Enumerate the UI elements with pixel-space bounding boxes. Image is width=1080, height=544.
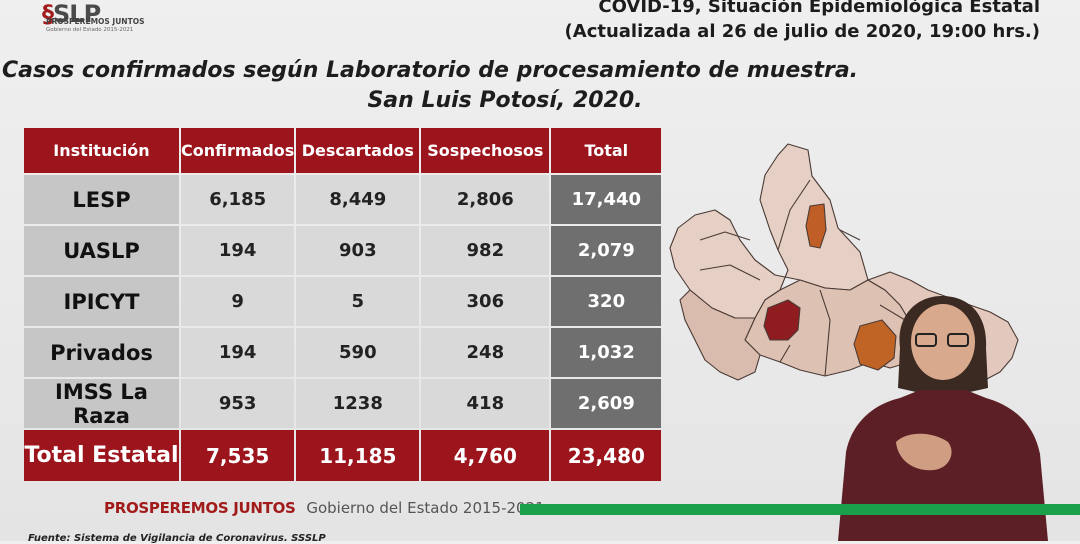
col-header-institucion: Institución [24,128,179,173]
cell-total-estatal: 23,480 [551,430,662,481]
cell-sospechosos: 2,806 [421,175,550,224]
title-line-2: San Luis Potosí, 2020. [367,88,643,113]
cell-institution: Privados [24,328,179,377]
map-region-west [679,289,761,381]
interpreter-face [911,304,975,380]
col-header-sospechosos: Sospechosos [421,128,550,173]
cell-total-descartados: 11,185 [296,430,420,481]
footer-green-bar [520,504,1080,515]
table-header-row: Institución Confirmados Descartados Sosp… [24,128,662,173]
cell-institution: UASLP [24,226,179,275]
cell-descartados: 8,449 [296,175,420,224]
cell-confirmados: 194 [181,226,295,275]
header-line-1: COVID-19, Situación Epidemiológica Estat… [598,0,1040,17]
lab-cases-table: Institución Confirmados Descartados Sosp… [22,126,663,483]
cell-total: 1,032 [551,328,662,377]
cell-total-sospechosos: 4,760 [421,430,550,481]
cell-confirmados: 6,185 [181,175,295,224]
header-info: COVID-19, Situación Epidemiológica Estat… [565,0,1040,44]
cell-confirmados: 953 [181,379,295,428]
cell-total-label: Total Estatal [24,430,179,481]
cell-institution: LESP [24,175,179,224]
cell-descartados: 590 [296,328,420,377]
map-hotspot-1 [805,203,827,249]
logo-mark: §SLP [42,0,101,28]
map-hotspot-3 [853,319,897,371]
map-hotspot-2 [763,299,801,341]
cell-total: 17,440 [551,175,662,224]
header-line-2: (Actualizada al 26 de julio de 2020, 19:… [564,21,1040,42]
logo-subtitle: PROSPEREMOS JUNTOS [46,17,145,26]
cell-sospechosos: 982 [421,226,550,275]
cell-sospechosos: 248 [421,328,550,377]
table-row: LESP 6,185 8,449 2,806 17,440 [24,175,662,224]
logo-subtitle-2: Gobierno del Estado 2015-2021 [46,27,134,33]
cell-confirmados: 9 [181,277,295,326]
footer-brand-red: PROSPEREMOS JUNTOS [104,499,296,517]
cell-total-confirmados: 7,535 [181,430,295,481]
footer-brand: PROSPEREMOS JUNTOS Gobierno del Estado 2… [104,499,545,517]
cell-total: 2,079 [551,226,662,275]
footer-source: Fuente: Sistema de Vigilancia de Coronav… [28,533,326,544]
table-row: Privados 194 590 248 1,032 [24,328,662,377]
cell-sospechosos: 306 [421,277,550,326]
cell-sospechosos: 418 [421,379,550,428]
cell-descartados: 903 [296,226,420,275]
cell-total: 320 [551,277,662,326]
col-header-total: Total [551,128,662,173]
table-row: IPICYT 9 5 306 320 [24,277,662,326]
sign-language-interpreter [838,296,1048,541]
cell-descartados: 1238 [296,379,420,428]
cell-total: 2,609 [551,379,662,428]
table-total-row: Total Estatal 7,535 11,185 4,760 23,480 [24,430,662,481]
col-header-confirmados: Confirmados [181,128,295,173]
footer-brand-grey: Gobierno del Estado 2015-2021 [306,499,545,517]
slp-logo: §SLP PROSPEREMOS JUNTOS Gobierno del Est… [42,0,145,40]
col-header-descartados: Descartados [296,128,420,173]
interpreter-glasses-left [915,333,937,347]
cell-descartados: 5 [296,277,420,326]
interpreter-hands [896,433,952,471]
interpreter-glasses-right [947,333,969,347]
page-title: Casos confirmados según Laboratorio de p… [0,56,1080,116]
cell-institution: IMSS La Raza [24,379,179,428]
map-region-north [669,143,869,319]
cell-institution: IPICYT [24,277,179,326]
title-line-1: Casos confirmados según Laboratorio de p… [1,58,859,83]
cell-confirmados: 194 [181,328,295,377]
table-row: IMSS La Raza 953 1238 418 2,609 [24,379,662,428]
table-row: UASLP 194 903 982 2,079 [24,226,662,275]
